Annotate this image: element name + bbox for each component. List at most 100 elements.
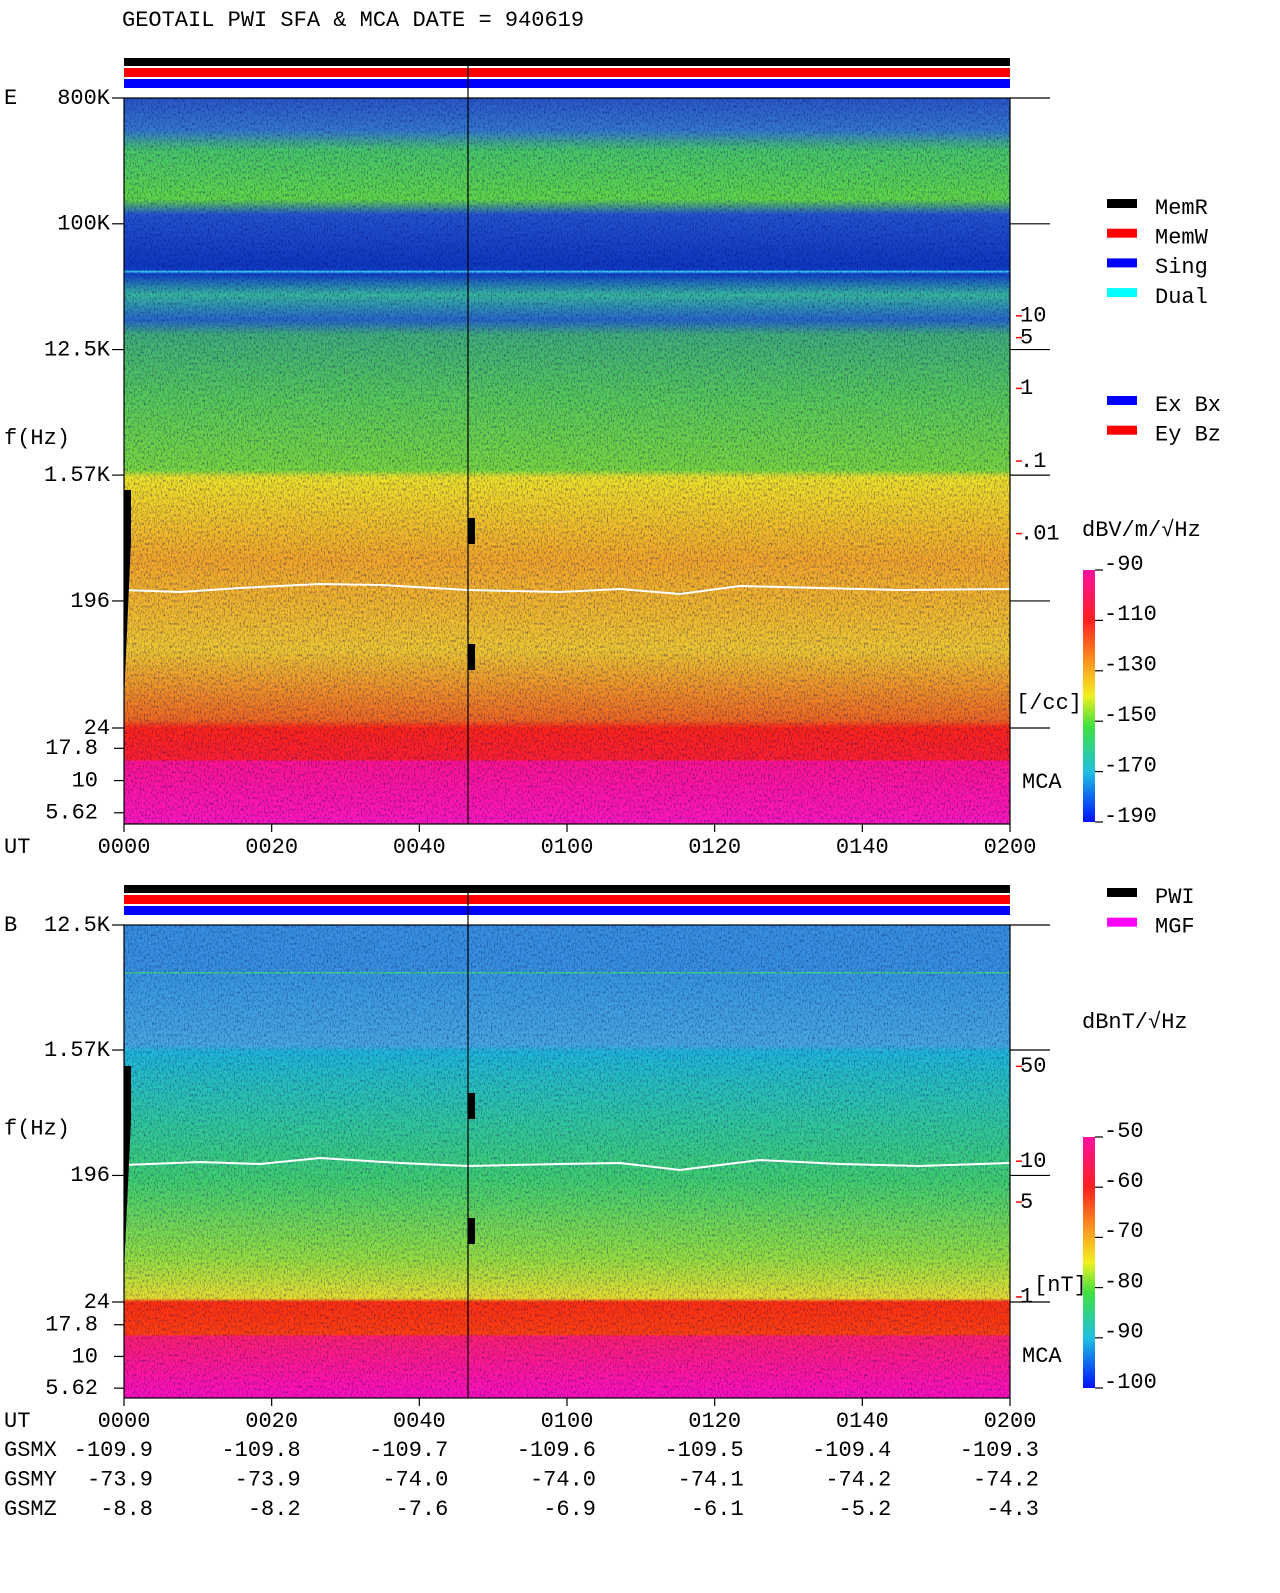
ephemeris-value: -7.6 — [396, 1497, 449, 1522]
y-tick-label: 12.5K — [44, 913, 111, 938]
mode-marker — [468, 644, 475, 670]
mca-tick-label: 17.8 — [45, 736, 98, 761]
y2-tick-label: 5 — [1020, 325, 1033, 350]
x-axis-label: UT — [4, 835, 30, 860]
legend-label: Sing — [1155, 255, 1208, 280]
x-axis-label: UT — [4, 1409, 30, 1434]
colorbar — [1083, 570, 1095, 822]
ephemeris-value: -6.1 — [691, 1497, 744, 1522]
colorbar-tick-label: -80 — [1104, 1269, 1144, 1294]
y-tick-label: 1.57K — [44, 1038, 111, 1063]
ephemeris-value: -109.7 — [369, 1438, 448, 1463]
trace-line — [123, 582, 1011, 596]
mca-tick-label: 10 — [72, 768, 98, 793]
colorbar — [1083, 1137, 1095, 1388]
ephemeris-value: -109.4 — [812, 1438, 891, 1463]
x-tick-label: 0100 — [541, 1409, 594, 1434]
ephemeris-value: -74.0 — [382, 1467, 448, 1492]
mca-tick-label: 5.62 — [45, 801, 98, 826]
x-tick-label: 0040 — [393, 835, 446, 860]
x-tick-label: 0040 — [393, 1409, 446, 1434]
trace-line — [123, 1156, 1011, 1172]
y-tick-label: 24 — [84, 1290, 110, 1315]
y-tick-label: 24 — [84, 716, 110, 741]
ephemeris-value: -74.1 — [678, 1467, 744, 1492]
ephemeris-value: -73.9 — [235, 1467, 301, 1492]
ephemeris-value: -6.9 — [543, 1497, 596, 1522]
x-tick-label: 0140 — [836, 835, 889, 860]
ephemeris-value: -109.5 — [664, 1438, 743, 1463]
ephemeris-value: -74.0 — [530, 1467, 596, 1492]
legend-label: MemR — [1155, 196, 1208, 221]
legend-swatch — [1107, 199, 1137, 208]
y-tick-label: 800K — [57, 86, 111, 111]
ephemeris-value: -109.3 — [960, 1438, 1039, 1463]
y-tick-label: 196 — [70, 1163, 110, 1188]
y2-tick-label: 1 — [1020, 1285, 1033, 1310]
ephemeris-value: -74.2 — [825, 1467, 891, 1492]
legend-label: Dual — [1155, 285, 1208, 310]
y2-tick-label: 1 — [1020, 376, 1033, 401]
ephemeris-label: GSMY — [4, 1467, 57, 1492]
panel-label: E — [4, 86, 17, 111]
legend-swatch — [1107, 917, 1137, 927]
x-tick-label: 0140 — [836, 1409, 889, 1434]
legend-swatch — [1107, 288, 1137, 298]
status-bar — [124, 79, 1010, 88]
x-tick-label: 0200 — [984, 835, 1037, 860]
y-tick-label: 196 — [70, 589, 110, 614]
mca-label: MCA — [1022, 770, 1062, 795]
x-tick-label: 0000 — [98, 1409, 151, 1434]
legend-swatch — [1107, 396, 1137, 405]
y-tick-label: 12.5K — [44, 337, 111, 362]
ephemeris-value: -73.9 — [87, 1467, 153, 1492]
y-tick-label: 1.57K — [44, 463, 111, 488]
legend-label: PWI — [1155, 885, 1195, 910]
figure-title: GEOTAIL PWI SFA & MCA DATE = 940619 — [122, 8, 584, 33]
panel-label: B — [4, 913, 17, 938]
colorbar-tick-label: -90 — [1104, 552, 1144, 577]
status-bar — [124, 68, 1010, 77]
mode-marker — [468, 1093, 475, 1119]
legend-label: Ey Bz — [1155, 423, 1221, 448]
colorbar-tick-label: -190 — [1104, 804, 1157, 829]
colorbar-tick-label: -60 — [1104, 1169, 1144, 1194]
colorbar-tick-label: -170 — [1104, 753, 1157, 778]
y-axis-label: f(Hz) — [4, 426, 70, 451]
legend-swatch — [1107, 425, 1137, 435]
y2-tick-label: 50 — [1020, 1054, 1046, 1079]
mode-marker — [124, 1066, 131, 1270]
colorbar-tick-label: -70 — [1104, 1219, 1144, 1244]
y2-tick-label: 5 — [1020, 1190, 1033, 1215]
colorbar-label: dBnT/√Hz — [1082, 1010, 1188, 1035]
x-tick-label: 0100 — [541, 835, 594, 860]
y2-axis-label: [nT] — [1034, 1273, 1087, 1298]
mode-marker — [468, 518, 475, 544]
ephemeris-value: -4.3 — [986, 1497, 1039, 1522]
y2-tick-label: 10 — [1020, 304, 1046, 329]
x-tick-label: 0200 — [984, 1409, 1037, 1434]
legend-swatch — [1107, 258, 1137, 268]
ephemeris-value: -74.2 — [973, 1467, 1039, 1492]
ephemeris-value: -109.9 — [74, 1438, 153, 1463]
status-bar — [124, 906, 1010, 915]
colorbar-tick-label: -100 — [1104, 1370, 1157, 1395]
y2-tick-label: .1 — [1020, 449, 1046, 474]
legend-swatch — [1107, 228, 1137, 238]
y2-tick-label: 10 — [1020, 1149, 1046, 1174]
mca-tick-label: 10 — [72, 1344, 98, 1369]
mode-marker — [124, 490, 131, 700]
y2-axis-label: [/cc] — [1016, 691, 1082, 716]
mca-label: MCA — [1022, 1344, 1062, 1369]
spectrogram-texture — [124, 98, 1010, 824]
ephemeris-value: -8.8 — [100, 1497, 153, 1522]
ephemeris-value: -109.6 — [517, 1438, 596, 1463]
x-tick-label: 0120 — [688, 1409, 741, 1434]
x-tick-label: 0120 — [688, 835, 741, 860]
mode-marker — [468, 1218, 475, 1244]
legend-label: MemW — [1155, 226, 1209, 251]
mca-tick-label: 5.62 — [45, 1376, 98, 1401]
